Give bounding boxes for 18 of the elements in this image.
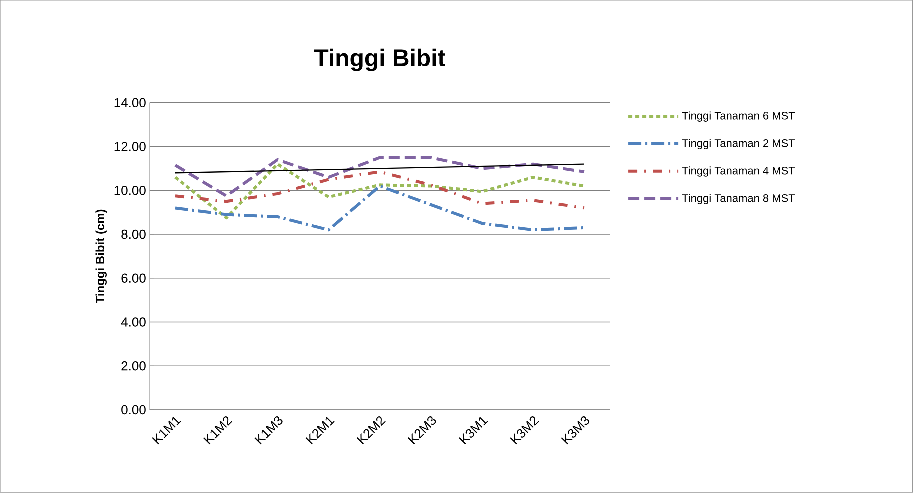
legend-label: Tinggi Tanaman 6 MST [682,112,796,122]
y-axis-title: Tinggi Bibit (cm) [96,210,107,304]
y-tick-label: 10.00 [114,186,146,196]
line-series [174,184,586,232]
line-series [174,170,586,210]
legend-label: Tinggi Tanaman 4 MST [682,166,796,177]
line-series [174,162,586,220]
y-tick-label: 0.00 [122,405,146,415]
chart-title: Tinggi Bibit [314,48,446,72]
y-tick-label: 14.00 [114,98,146,108]
line-series [174,156,586,198]
legend-label: Tinggi Tanaman 2 MST [682,139,796,150]
y-tick-label: 8.00 [122,230,146,240]
legend-label: Tinggi Tanaman 8 MST [682,194,796,204]
y-tick-label: 6.00 [122,274,146,284]
y-tick-label: 4.00 [121,318,146,327]
y-tick-label: 12.00 [114,142,146,152]
y-tick-label: 2.00 [122,362,146,371]
